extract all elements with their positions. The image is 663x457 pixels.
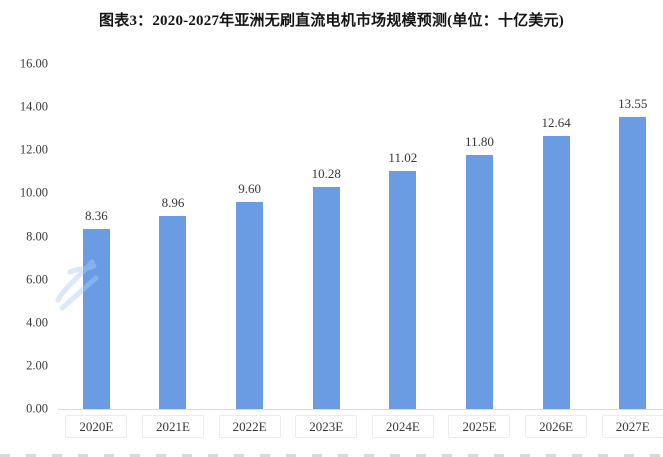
bar-column: 12.64 (518, 64, 595, 409)
bar-value-label: 8.96 (161, 194, 185, 210)
x-tick-cell: 2021E (135, 415, 212, 438)
bar-value-label: 12.64 (541, 115, 571, 131)
x-tick-label: 2023E (295, 415, 358, 438)
y-tick-label: 6.00 (26, 272, 48, 287)
bar-column: 13.55 (594, 64, 663, 409)
x-tick-cell: 2026E (518, 415, 595, 438)
plot-area: 8.36 8.96 9.60 10.28 11.02 11.80 12.64 13.55 (58, 64, 663, 410)
x-tick-cell: 2022E (211, 415, 288, 438)
x-tick-label: 2025E (448, 415, 511, 438)
x-tick-cell: 2024E (365, 415, 442, 438)
bar-column: 10.28 (288, 64, 365, 409)
bar-column: 11.02 (365, 64, 442, 409)
bar-value-label: 8.36 (84, 207, 108, 223)
x-tick-label: 2021E (141, 415, 204, 438)
bar (465, 154, 493, 409)
x-tick-label: 2022E (218, 415, 281, 438)
bar (619, 116, 647, 409)
bar (236, 202, 264, 409)
x-tick-cell: 2027E (594, 415, 663, 438)
y-tick-label: 2.00 (26, 358, 48, 373)
bar-column: 8.96 (135, 64, 212, 409)
bar-value-label: 11.80 (465, 133, 494, 149)
bar (389, 171, 417, 409)
bar-value-label: 11.02 (388, 150, 418, 166)
y-tick-label: 4.00 (26, 315, 48, 330)
bar-value-label: 10.28 (311, 166, 341, 182)
chart-title: 图表3：2020-2027年亚洲无刷直流电机市场规模预测(单位：十亿美元) (99, 13, 564, 29)
bar-value-label: 9.60 (238, 181, 261, 196)
bar-column: 8.36 (58, 64, 135, 409)
x-tick-label: 2024E (371, 415, 434, 438)
bar (82, 228, 110, 409)
x-tick-cell: 2020E (58, 415, 135, 438)
x-tick-label: 2020E (65, 415, 128, 438)
bar (312, 187, 340, 409)
x-tick-cell: 2025E (441, 415, 518, 438)
y-tick-label: 8.00 (26, 229, 48, 243)
y-tick-label: 14.00 (19, 99, 48, 114)
x-tick-label: 2026E (525, 415, 588, 438)
y-tick-label: 12.00 (19, 142, 48, 157)
y-axis: 16.00 14.00 12.00 10.00 8.00 6.00 4.00 2.00 0.00 (6, 57, 48, 416)
bar-column: 9.60 (211, 64, 288, 409)
y-tick-label: 10.00 (19, 185, 48, 200)
bar-value-label: 13.55 (618, 95, 648, 111)
x-tick-label: 2027E (601, 415, 663, 438)
x-tick-cell: 2023E (288, 415, 365, 438)
bar (542, 136, 570, 409)
x-axis: 2020E 2021E 2022E 2023E 2024E 2025E 2026E 2027E (58, 415, 663, 438)
bar (159, 215, 187, 409)
y-tick-label: 16.00 (19, 56, 48, 71)
bar-column: 11.80 (441, 64, 518, 409)
cutoff-footer-remnant (0, 454, 663, 457)
y-tick-label: 0.00 (26, 401, 48, 416)
